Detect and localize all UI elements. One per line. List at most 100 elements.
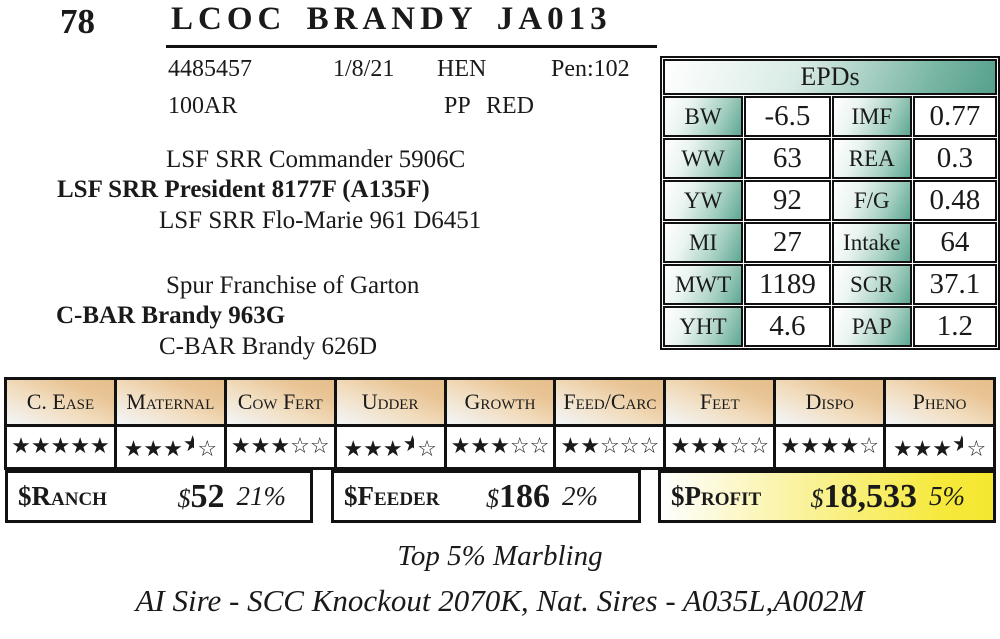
rating-stars-growth: ★★★☆☆ [446, 427, 554, 467]
rating-stars-udder: ★★★★☆ [336, 427, 444, 467]
star-full-icon: ★ [470, 434, 491, 459]
star-rating: ★★★★★ [11, 436, 110, 458]
star-full-icon: ★ [800, 434, 820, 459]
star-full-icon: ★ [839, 434, 860, 459]
epd-value-yht: 4.6 [744, 306, 831, 347]
star-empty-icon: ☆ [859, 434, 879, 459]
star-empty-icon: ☆ [290, 434, 310, 459]
star-full-icon: ★ [560, 434, 581, 459]
epd-label-imf: IMF [831, 96, 912, 137]
pedigree-sire-sire: LSF SRR Commander 5906C [166, 146, 466, 173]
rating-header-calving-ease: C. Ease [7, 380, 114, 424]
dollar-sign: $ [486, 483, 499, 513]
ranch-value-box: $Ranch $52 21% [5, 470, 313, 523]
profit-value: $18,533 [811, 478, 918, 516]
star-full-icon: ★ [490, 434, 510, 459]
star-empty-icon: ☆ [749, 434, 770, 459]
registration-number: 4485457 [168, 56, 252, 82]
sex-code: HEN [437, 56, 487, 82]
profit-label: $Profit [671, 481, 762, 511]
star-full-icon: ★ [90, 434, 110, 459]
epd-table: EPDs BW -6.5 IMF 0.77 WW 63 REA 0.3 YW 9… [660, 56, 1000, 350]
star-rating: ★★★☆☆ [231, 436, 330, 458]
star-empty-icon: ☆ [600, 434, 620, 459]
epd-label-bw: BW [663, 96, 744, 137]
rating-stars-dispo: ★★★★☆ [776, 427, 884, 467]
title-underline [166, 45, 657, 48]
pedigree-sire-dam: LSF SRR Flo-Marie 961 D6451 [159, 207, 482, 234]
star-half-icon: ★ [952, 433, 964, 456]
epd-label-scr: SCR [831, 264, 912, 305]
star-empty-icon: ☆ [529, 434, 550, 459]
star-full-icon: ★ [123, 436, 144, 462]
ranch-percentile: 21% [236, 481, 287, 511]
rating-header-feed-carc: Feed/Carc [556, 380, 664, 424]
star-half-icon: ★ [402, 433, 414, 456]
profit-amount: 18,533 [823, 477, 918, 515]
star-full-icon: ★ [912, 436, 933, 462]
star-rating: ★★★★☆ [780, 436, 879, 458]
ranch-label: $Ranch [18, 481, 107, 511]
breed-code: 100AR [168, 93, 238, 119]
epd-value-pap: 1.2 [912, 306, 997, 347]
rating-stars-feet: ★★★☆☆ [666, 427, 774, 467]
epd-value-yw: 92 [744, 180, 831, 221]
trait-rating-table: C. Ease Maternal Cow Fert Udder Growth F… [4, 377, 996, 470]
feeder-amount: 186 [499, 477, 550, 515]
star-half-icon: ★ [182, 433, 194, 456]
rating-header-udder: Udder [336, 380, 444, 424]
rating-header-maternal: Maternal [116, 380, 224, 424]
ranch-value: $52 [178, 478, 225, 516]
epd-grid: BW -6.5 IMF 0.77 WW 63 REA 0.3 YW 92 F/G… [663, 96, 997, 347]
star-full-icon: ★ [70, 434, 91, 459]
feeder-value-box: $Feeder $186 2% [331, 470, 641, 523]
marbling-note: Top 5% Marbling [397, 540, 603, 572]
star-empty-icon: ☆ [619, 434, 640, 459]
epd-value-scr: 37.1 [912, 264, 997, 305]
epd-value-fg: 0.48 [912, 180, 997, 221]
star-full-icon: ★ [780, 434, 801, 459]
dollar-sign: $ [810, 483, 824, 513]
star-empty-icon: ☆ [639, 434, 660, 459]
pedigree-dam: C-BAR Brandy 963G [56, 302, 286, 329]
star-full-icon: ★ [819, 434, 840, 459]
rating-header-feet: Feet [666, 380, 774, 424]
epd-label-rea: REA [831, 138, 912, 179]
rating-stars-calving-ease: ★★★★★ [7, 427, 114, 467]
sire-note: AI Sire - SCC Knockout 2070K, Nat. Sires… [135, 583, 865, 618]
birth-date: 1/8/21 [333, 56, 395, 82]
epd-label-yw: YW [663, 180, 744, 221]
rating-stars-feed-carc: ★★☆☆☆ [556, 427, 664, 467]
star-full-icon: ★ [363, 436, 383, 462]
star-full-icon: ★ [11, 434, 31, 459]
polled-code: PP [444, 93, 471, 119]
epd-label-intake: Intake [831, 222, 912, 263]
star-full-icon: ★ [690, 434, 710, 459]
star-full-icon: ★ [163, 436, 183, 462]
profit-value-box: $Profit $18,533 5% [658, 470, 996, 523]
rating-header-pheno: Pheno [886, 380, 993, 424]
star-full-icon: ★ [250, 434, 271, 459]
feeder-label: $Feeder [344, 481, 440, 511]
color-code: RED [486, 93, 534, 119]
star-full-icon: ★ [30, 434, 51, 459]
rating-stars-cow-fert: ★★★☆☆ [226, 427, 334, 467]
ranch-amount: 52 [190, 477, 225, 515]
rating-stars-pheno: ★★★★☆ [886, 427, 993, 467]
rating-header-dispo: Dispo [776, 380, 884, 424]
star-empty-icon: ☆ [729, 434, 750, 459]
epd-table-title: EPDs [663, 59, 997, 95]
pedigree-dam-sire: Spur Franchise of Garton [166, 272, 420, 299]
star-full-icon: ★ [932, 436, 953, 462]
star-full-icon: ★ [709, 434, 730, 459]
profit-percentile: 5% [929, 481, 965, 511]
pedigree-dam-dam: C-BAR Brandy 626D [159, 333, 378, 360]
epd-value-bw: -6.5 [744, 96, 831, 137]
rating-stars-maternal: ★★★★☆ [116, 427, 224, 467]
star-full-icon: ★ [580, 434, 601, 459]
star-full-icon: ★ [50, 434, 71, 459]
star-full-icon: ★ [892, 436, 913, 462]
star-empty-icon: ☆ [509, 434, 530, 459]
star-rating: ★★★★☆ [343, 434, 436, 461]
